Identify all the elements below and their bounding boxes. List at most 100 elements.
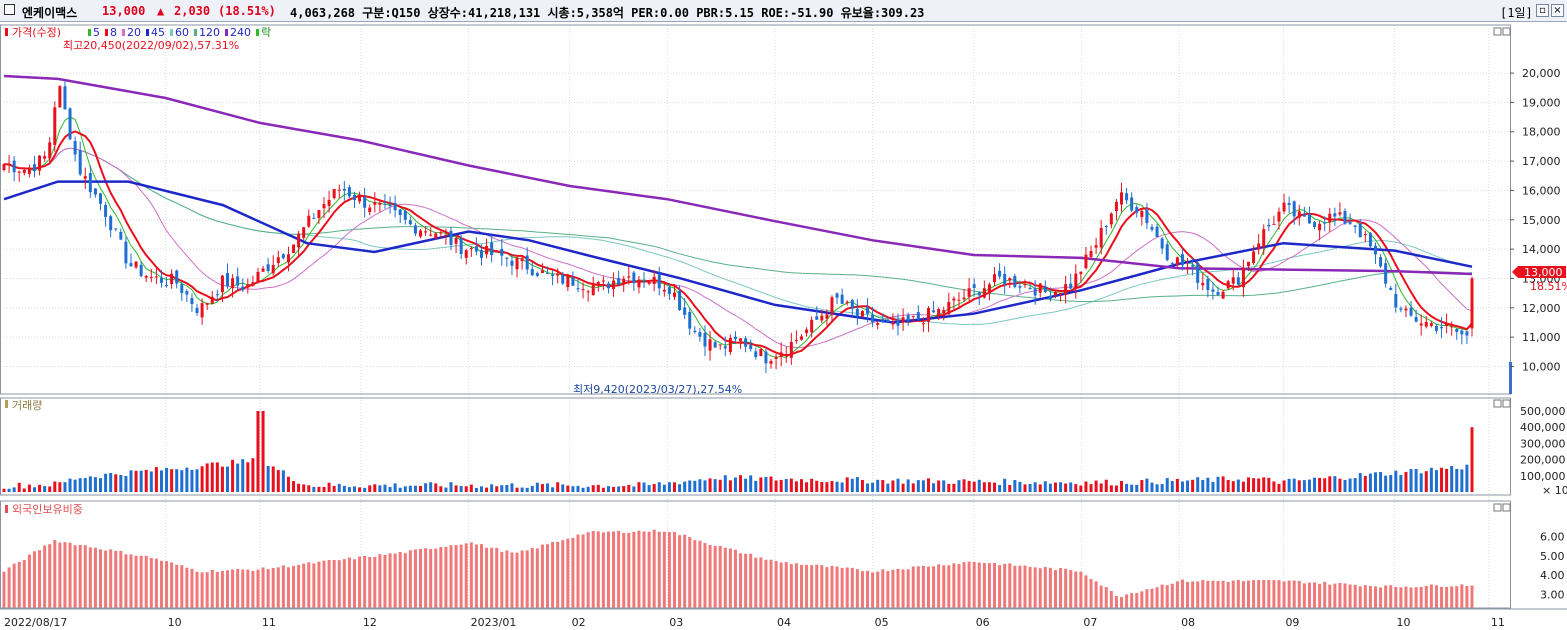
foreign-bar bbox=[815, 564, 819, 608]
foreign-bar bbox=[424, 548, 428, 608]
volume-bar bbox=[1140, 480, 1144, 492]
candle-body bbox=[987, 284, 991, 293]
foreign-bar bbox=[307, 562, 311, 608]
foreign-bar bbox=[713, 545, 717, 608]
ma45-line bbox=[3, 180, 1473, 324]
candle-body bbox=[124, 241, 128, 264]
candle-body bbox=[703, 332, 707, 347]
select-checkbox[interactable] bbox=[4, 4, 15, 15]
foreign-bar bbox=[180, 565, 184, 608]
volume-bar bbox=[886, 483, 890, 492]
foreign-bar bbox=[1241, 581, 1245, 608]
candle-body bbox=[347, 187, 351, 197]
foreign-bar bbox=[439, 546, 443, 608]
volume-bar bbox=[139, 470, 143, 492]
candle-body bbox=[942, 310, 946, 314]
panel-restore-button bbox=[1493, 399, 1502, 408]
candle-body bbox=[393, 203, 397, 211]
close-button[interactable]: × bbox=[1551, 4, 1564, 17]
candle-body bbox=[1186, 267, 1190, 269]
candle-body bbox=[1368, 233, 1372, 247]
foreign-bar bbox=[1018, 565, 1022, 608]
period-selector[interactable]: [1일] bbox=[1500, 6, 1533, 20]
foreign-bar bbox=[881, 569, 885, 608]
volume-bar bbox=[200, 466, 204, 492]
foreign-bar bbox=[525, 550, 529, 608]
ma-legend-label: 120 bbox=[199, 26, 220, 39]
candle-body bbox=[1292, 201, 1296, 217]
volume-bar bbox=[1348, 478, 1352, 492]
price-tick: 20,000 bbox=[1522, 67, 1561, 80]
foreign-bar bbox=[805, 564, 809, 608]
foreign-bar bbox=[200, 572, 204, 608]
foreign-tick: 4.00 bbox=[1540, 569, 1565, 582]
foreign-bar bbox=[1013, 565, 1017, 608]
foreign-bar bbox=[1323, 581, 1327, 608]
volume-bar bbox=[805, 482, 809, 492]
candle-body bbox=[1125, 193, 1129, 201]
x-tick: 06 bbox=[976, 616, 990, 629]
candle-body bbox=[1033, 288, 1037, 296]
candle-body bbox=[327, 199, 331, 206]
volume-bar bbox=[388, 487, 392, 492]
foreign-bar bbox=[1165, 585, 1169, 608]
foreign-bar bbox=[825, 567, 829, 608]
volume-bar bbox=[591, 485, 595, 492]
volume-bar bbox=[393, 483, 397, 492]
volume-bar bbox=[205, 463, 209, 492]
volume-bar bbox=[1135, 484, 1139, 492]
volume-bar bbox=[1226, 479, 1230, 492]
candle-body bbox=[530, 269, 534, 276]
foreign-bar bbox=[1135, 593, 1139, 608]
volume-bar bbox=[256, 411, 260, 492]
volume-bar bbox=[185, 467, 189, 492]
candle-body bbox=[1028, 287, 1032, 290]
candle-body bbox=[185, 291, 189, 295]
foreign-bar bbox=[810, 565, 814, 608]
volume-bar bbox=[276, 470, 280, 492]
volume-bar bbox=[261, 411, 265, 492]
candle-body bbox=[220, 275, 224, 293]
volume-bar bbox=[667, 482, 671, 492]
volume-bar bbox=[683, 481, 687, 492]
foreign-bar bbox=[1079, 571, 1083, 608]
foreign-bar bbox=[708, 544, 712, 608]
ma-legend-marker bbox=[122, 29, 125, 36]
candle-body bbox=[276, 257, 280, 264]
foreign-bar bbox=[434, 548, 438, 608]
foreign-bar bbox=[1201, 580, 1205, 608]
volume-bar bbox=[703, 480, 707, 492]
foreign-bar bbox=[78, 544, 82, 608]
candle-body bbox=[571, 277, 575, 286]
stock-chart: 20,000 19,000 18,000 17,000 16,000 15,000 14,0… bbox=[0, 22, 1567, 630]
foreign-bar bbox=[703, 543, 707, 608]
volume-bar bbox=[109, 472, 113, 492]
candle-body bbox=[561, 274, 565, 284]
candle-body bbox=[632, 272, 636, 284]
volume-bar bbox=[1145, 478, 1149, 492]
volume-bar bbox=[673, 482, 677, 492]
restore-button[interactable]: ▫ bbox=[1536, 4, 1549, 17]
price-tick: 11,000 bbox=[1522, 331, 1561, 344]
current-price-tag: 13,000 18.51% bbox=[1512, 266, 1567, 293]
volume-bar bbox=[810, 478, 814, 492]
candle-body bbox=[490, 242, 494, 256]
foreign-bar bbox=[901, 569, 905, 608]
candle-body bbox=[1302, 214, 1306, 217]
price-change-pct: (18.51%) bbox=[218, 4, 276, 18]
foreign-bar bbox=[1059, 568, 1063, 608]
volume-bar bbox=[871, 482, 875, 492]
foreign-tick: 5.00 bbox=[1540, 550, 1565, 563]
foreign-bar bbox=[226, 570, 230, 608]
price-tick: 10,000 bbox=[1522, 360, 1561, 373]
foreign-bar bbox=[149, 557, 153, 608]
foreign-bar bbox=[749, 553, 753, 608]
foreign-bar bbox=[830, 565, 834, 608]
volume-bar bbox=[947, 483, 951, 492]
candle-body bbox=[1379, 257, 1383, 267]
candle-body bbox=[947, 301, 951, 315]
volume-tick: 100,000 bbox=[1520, 470, 1566, 483]
volume-bar bbox=[1409, 469, 1413, 492]
volume-bar bbox=[551, 487, 555, 492]
volume-bar bbox=[1191, 479, 1195, 492]
